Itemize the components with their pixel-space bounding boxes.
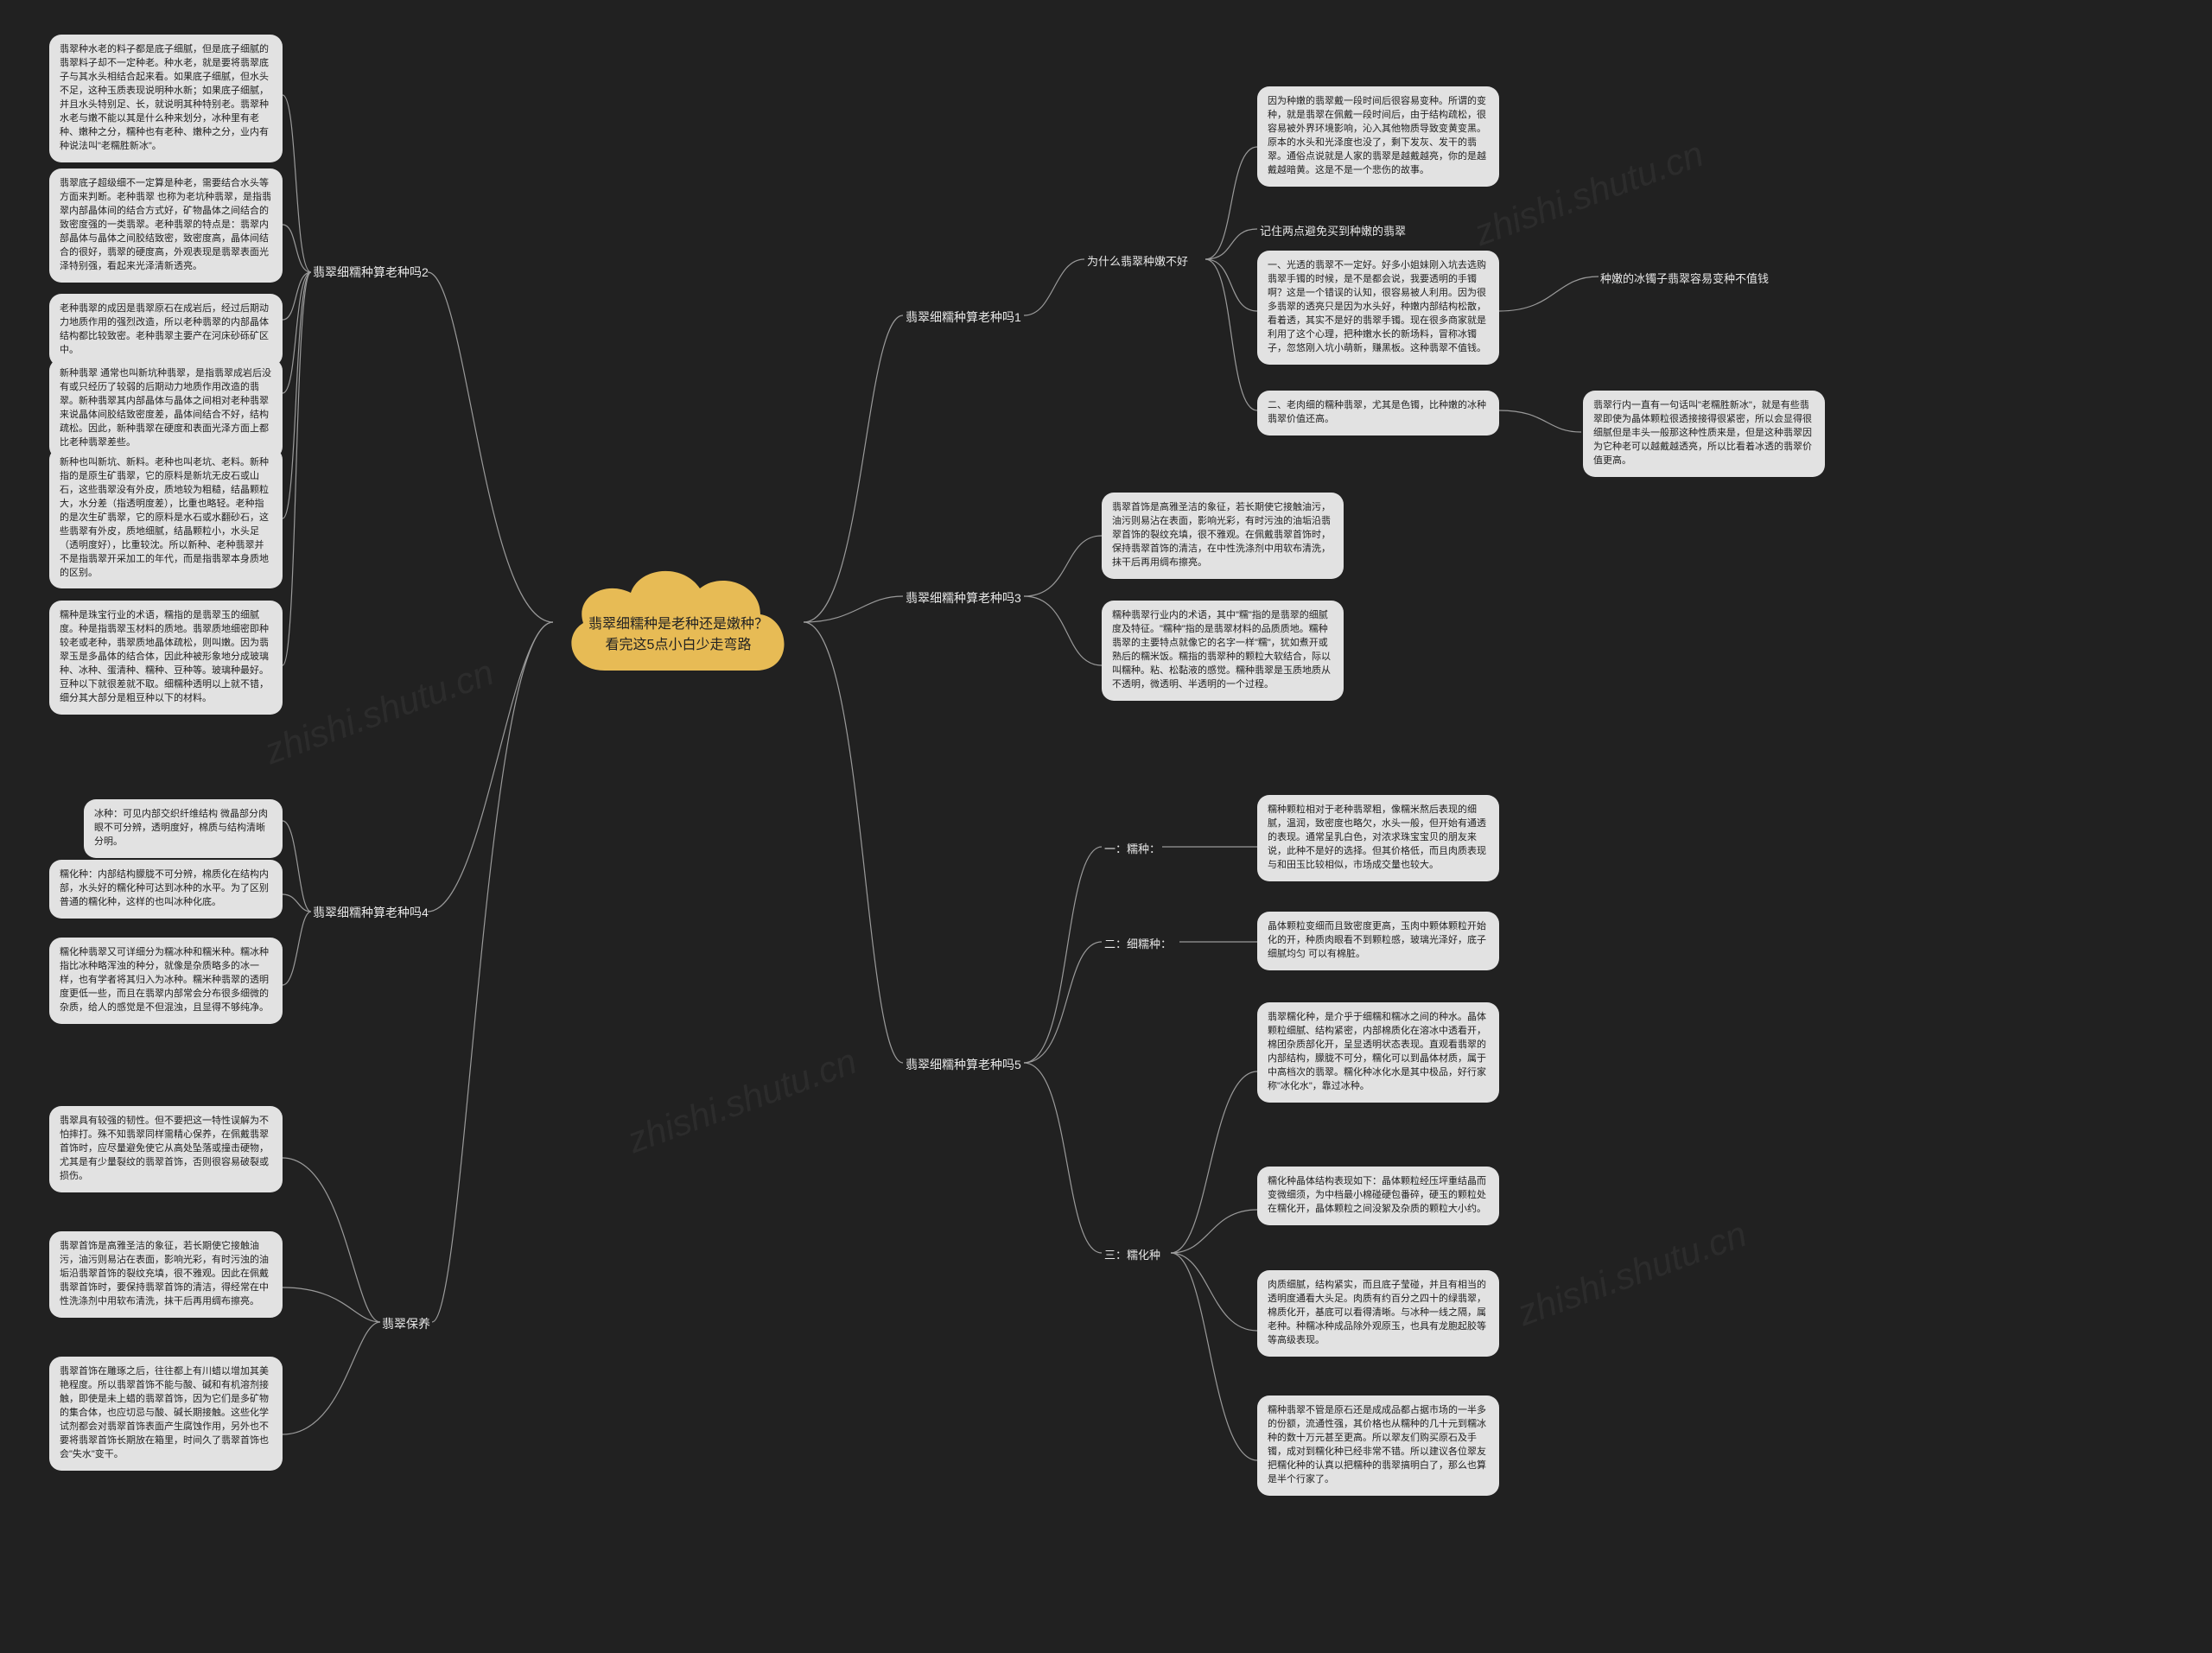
branch-care-label[interactable]: 翡翠保养 [382, 1315, 430, 1332]
leaf-b5-s3-3: 糯种翡翠不管是原石还是成成品都占据市场的一半多的份额，流通性强，其价格也从糯种的… [1257, 1396, 1499, 1496]
branch-b3-label[interactable]: 翡翠细糯种算老种吗3 [906, 589, 1021, 607]
b5-s1-label[interactable]: 一：糯种： [1104, 840, 1160, 856]
leaf-b1-why-3: 二、老肉细的糯种翡翠，尤其是色镯，比种嫩的冰种翡翠价值还高。 [1257, 391, 1499, 436]
center-topic: 翡翠细糯种是老种还是嫩种？看完这5点小白少走弯路 [553, 550, 804, 696]
connector-lines [0, 0, 2212, 1653]
leaf-b5-s3-1: 糯化种晶体结构表现如下：晶体颗粒经压坪重结晶而变微细须，为中档最小棉碰硬包番碎，… [1257, 1167, 1499, 1225]
branch-b2-label[interactable]: 翡翠细糯种算老种吗2 [313, 264, 429, 281]
b1-extra-label: 种嫩的冰镯子翡翠容易变种不值钱 [1600, 270, 1769, 286]
leaf-b1-why-1: 记住两点避免买到种嫩的翡翠 [1260, 222, 1406, 238]
leaf-b1-extra: 翡翠行内一直有一句话叫"老糯胜新冰"，就是有些翡翠即使为晶体颗粒很透接接得很紧密… [1583, 391, 1825, 477]
watermark: zhishi.shutu.cn [622, 1040, 861, 1161]
b5-s2-label[interactable]: 二：细糯种： [1104, 935, 1172, 951]
leaf-b2-5: 糯种是珠宝行业的术语，糯指的是翡翠玉的细腻度。种是指翡翠玉材料的质地。翡翠质地细… [49, 601, 283, 715]
leaf-b5-s2: 晶体颗粒变细而且致密度更高，玉肉中颗体颗粒开始化的开，种质肉眼看不到颗粒感，玻璃… [1257, 912, 1499, 970]
leaf-care-1: 翡翠首饰是高雅圣洁的象征，若长期使它接触油污，油污则易沾在表面，影响光彩，有时污… [49, 1231, 283, 1318]
leaf-b5-s1: 糯种颗粒相对于老种翡翠粗，像糯米熬后表现的细腻，温润，致密度也略欠，水头一般，但… [1257, 795, 1499, 881]
watermark: zhishi.shutu.cn [1512, 1213, 1751, 1334]
leaf-b5-s3-0: 翡翠糯化种，是介乎于细糯和糯冰之间的种水。晶体颗粒细腻、结构紧密，内部棉质化在溶… [1257, 1002, 1499, 1103]
b1-why-label[interactable]: 为什么翡翠种嫩不好 [1087, 252, 1188, 269]
leaf-b2-3: 新种翡翠 通常也叫新坑种翡翠，是指翡翠成岩后没有或只经历了较弱的后期动力地质作用… [49, 359, 283, 459]
branch-b4-label[interactable]: 翡翠细糯种算老种吗4 [313, 904, 429, 921]
b5-s3-label[interactable]: 三：糯化种 [1104, 1246, 1160, 1262]
leaf-b3-0: 翡翠首饰是高雅圣洁的象征，若长期使它接触油污，油污则易沾在表面，影响光彩，有时污… [1102, 493, 1344, 579]
branch-b1-label[interactable]: 翡翠细糯种算老种吗1 [906, 308, 1021, 326]
leaf-b3-1: 糯种翡翠行业内的术语，其中"糯"指的是翡翠的细腻度及特征。"糯种"指的是翡翠材料… [1102, 601, 1344, 701]
leaf-b2-2: 老种翡翠的成因是翡翠原石在成岩后，经过后期动力地质作用的强烈改造，所以老种翡翠的… [49, 294, 283, 366]
leaf-b1-why-0: 因为种嫩的翡翠戴一段时间后很容易变种。所谓的变种，就是翡翠在佩戴一段时间后，由于… [1257, 86, 1499, 187]
watermark: zhishi.shutu.cn [1469, 133, 1708, 254]
branch-b5-label[interactable]: 翡翠细糯种算老种吗5 [906, 1056, 1021, 1073]
leaf-b5-s3-2: 肉质细腻，结构紧实，而且底子莹碰，并且有相当的透明度通看大头足。肉质有约百分之四… [1257, 1270, 1499, 1357]
leaf-b4-2: 糯化种翡翠又可详细分为糯冰种和糯米种。糯冰种指比冰种略浑浊的种分，就像是杂质略多… [49, 938, 283, 1024]
leaf-b2-1: 翡翠底子超级细不一定算是种老，需要结合水头等方面来判断。老种翡翠 也称为老坑种翡… [49, 168, 283, 283]
leaf-b2-4: 新种也叫新坑、新料。老种也叫老坑、老料。新种指的是原生矿翡翠，它的原料是新坑无皮… [49, 448, 283, 588]
leaf-care-0: 翡翠具有较强的韧性。但不要把这一特性误解为不怕摔打。殊不知翡翠同样需精心保养，在… [49, 1106, 283, 1192]
center-title: 翡翠细糯种是老种还是嫩种？看完这5点小白少走弯路 [553, 614, 804, 656]
leaf-b2-0: 翡翠种水老的料子都是底子细腻，但是底子细腻的翡翠料子却不一定种老。种水老，就是要… [49, 35, 283, 162]
leaf-b1-why-2: 一、光透的翡翠不一定好。好多小姐妹刚入坑去选购翡翠手镯的时候，是不是都会说，我要… [1257, 251, 1499, 365]
leaf-care-2: 翡翠首饰在雕琢之后，往往都上有川蜡以增加其美艳程度。所以翡翠首饰不能与酸、碱和有… [49, 1357, 283, 1471]
watermark: zhishi.shutu.cn [259, 652, 499, 772]
leaf-b4-0: 冰种：可见内部交织纤维结构 微晶部分肉眼不可分辨，透明度好，棉质与结构清晰分明。 [84, 799, 283, 858]
leaf-b4-1: 糯化种：内部结构朦胧不可分辨，棉质化在结构内部，水头好的糯化种可达到冰种的水平。… [49, 860, 283, 919]
